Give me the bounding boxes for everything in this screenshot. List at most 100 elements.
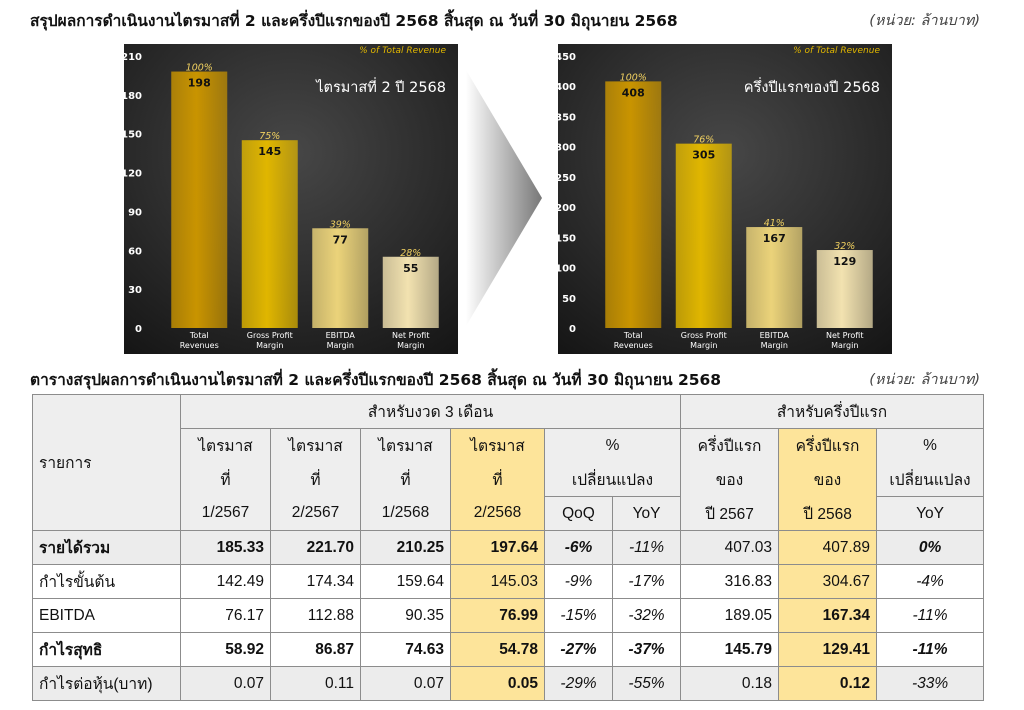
cell-q1-67: 142.49 xyxy=(180,564,271,599)
col-q1-68-l2: ที่ xyxy=(360,462,451,497)
y-tick-label: 180 xyxy=(124,91,142,102)
x-tick-label: Margin xyxy=(397,341,424,350)
col-h1-67-l3: ปี 2567 xyxy=(680,496,780,531)
y-tick-label: 150 xyxy=(558,233,576,244)
cell-q2-68: 145.03 xyxy=(450,564,545,599)
chart-title: ครึ่งปีแรกของปี 2568 xyxy=(744,77,880,96)
bar xyxy=(241,140,298,328)
data-label: 305 xyxy=(692,149,715,162)
cell-h-yoy: -4% xyxy=(876,564,985,599)
y-tick-label: 0 xyxy=(569,324,576,335)
x-tick-label: Revenues xyxy=(614,341,653,350)
col-q2-68-l2: ที่ xyxy=(450,462,545,497)
col-q1-67-l3: 1/2567 xyxy=(180,496,271,531)
x-tick-label: EBITDA xyxy=(326,331,356,340)
col-h1-68-l1: ครึ่งปีแรก xyxy=(778,428,878,463)
cell-h1-68: 129.41 xyxy=(778,632,878,667)
percent-label: 76% xyxy=(693,135,714,146)
group-quarter-header: สำหรับงวด 3 เดือน xyxy=(179,394,682,429)
cell-h1-68: 304.67 xyxy=(778,564,878,599)
row-label: กำไรต่อหุ้น(บาท) xyxy=(32,666,181,701)
cell-qoq: -29% xyxy=(544,666,613,701)
cell-h1-67: 407.03 xyxy=(680,530,780,565)
x-tick-label: Revenues xyxy=(180,341,219,350)
x-tick-label: Net Profit xyxy=(826,331,863,340)
data-label: 167 xyxy=(763,232,786,245)
col-q1-67-l1: ไตรมาส xyxy=(180,428,271,463)
y-tick-label: 0 xyxy=(135,324,142,335)
x-tick-label: Net Profit xyxy=(392,331,429,340)
bar xyxy=(312,228,369,328)
col-q2-67-l2: ที่ xyxy=(270,462,361,497)
col-pct-q-l1: % xyxy=(543,428,682,463)
cell-h1-67: 316.83 xyxy=(680,564,780,599)
cell-h1-67: 0.18 xyxy=(680,666,780,701)
table-row: กำไรต่อหุ้น(บาท) 0.07 0.11 0.07 0.05 -29… xyxy=(32,666,985,701)
y-tick-label: 60 xyxy=(128,246,142,257)
x-tick-label: Margin xyxy=(327,341,354,350)
col-q1-68-l1: ไตรมาส xyxy=(360,428,451,463)
cell-q2-68: 197.64 xyxy=(450,530,545,565)
x-tick-label: Margin xyxy=(831,341,858,350)
data-label: 145 xyxy=(258,145,281,158)
col-q2-68-l3: 2/2568 xyxy=(450,496,545,531)
col-q2-67-l1: ไตรมาส xyxy=(270,428,361,463)
arrow-icon xyxy=(466,70,542,326)
cell-qoq: -27% xyxy=(544,632,613,667)
cell-q1-68: 74.63 xyxy=(360,632,451,667)
summary-header: สรุปผลการดำเนินงานไตรมาสที่ 2 และครึ่งปี… xyxy=(0,8,1024,32)
x-tick-label: Total xyxy=(189,331,209,340)
cell-q1-67: 58.92 xyxy=(180,632,271,667)
x-tick-label: Margin xyxy=(761,341,788,350)
y-tick-label: 100 xyxy=(558,264,576,275)
col-q1-67-l2: ที่ xyxy=(180,462,271,497)
y-tick-label: 90 xyxy=(128,207,142,218)
cell-q1-68: 210.25 xyxy=(360,530,451,565)
table-row: กำไรขั้นต้น 142.49 174.34 159.64 145.03 … xyxy=(32,564,985,599)
percent-label: 28% xyxy=(400,248,421,259)
summary-table: รายการ สำหรับงวด 3 เดือน สำหรับครึ่งปีแร… xyxy=(32,394,985,701)
bar xyxy=(171,71,228,329)
row-label: EBITDA xyxy=(32,598,181,633)
cell-q2-68: 0.05 xyxy=(450,666,545,701)
summary-title: สรุปผลการดำเนินงานไตรมาสที่ 2 และครึ่งปี… xyxy=(30,12,678,30)
y-tick-label: 200 xyxy=(558,203,576,214)
chart-subtitle: % of Total Revenue xyxy=(793,46,880,56)
bar xyxy=(816,250,873,328)
cell-h1-68: 167.34 xyxy=(778,598,878,633)
bar xyxy=(382,256,439,328)
col-h-yoy: YoY xyxy=(876,496,985,531)
cell-qoq: -15% xyxy=(544,598,613,633)
cell-h1-67: 145.79 xyxy=(680,632,780,667)
cell-qoq: -6% xyxy=(544,530,613,565)
col-h1-68-l2: ของ xyxy=(778,462,878,497)
y-tick-label: 250 xyxy=(558,173,576,184)
chart-subtitle: % of Total Revenue xyxy=(359,46,446,56)
percent-label: 100% xyxy=(620,72,647,83)
col-q2-67-l3: 2/2567 xyxy=(270,496,361,531)
table-row: รายได้รวม 185.33 221.70 210.25 197.64 -6… xyxy=(32,530,985,565)
col-yoy: YoY xyxy=(611,496,682,531)
x-tick-label: Margin xyxy=(256,341,283,350)
bar xyxy=(675,143,732,328)
col-item-header: รายการ xyxy=(32,394,181,531)
col-pct-q-l2: เปลี่ยนแปลง xyxy=(543,462,682,497)
cell-q2-67: 86.87 xyxy=(270,632,361,667)
data-label: 198 xyxy=(188,77,211,90)
percent-label: 32% xyxy=(834,241,855,252)
y-tick-label: 120 xyxy=(124,169,142,180)
chart-q2-svg: 0 30 60 90 120 150 180 210 % of Total Revenue ไตร… xyxy=(124,44,458,354)
table-row: EBITDA 76.17 112.88 90.35 76.99 -15% -32… xyxy=(32,598,985,633)
summary-unit: (หน่วย: ล้านบาท) xyxy=(869,13,980,29)
cell-h-yoy: -33% xyxy=(876,666,985,701)
row-label: รายได้รวม xyxy=(32,530,181,565)
y-tick-label: 300 xyxy=(558,143,576,154)
chart-h1-svg: 0 50 100 150 200 250 300 350 400 450 % of Total Re… xyxy=(558,44,892,354)
y-tick-label: 30 xyxy=(128,285,142,296)
cell-q1-68: 0.07 xyxy=(360,666,451,701)
cell-q2-67: 174.34 xyxy=(270,564,361,599)
cell-q2-67: 0.11 xyxy=(270,666,361,701)
cell-yoy: -37% xyxy=(611,632,682,667)
row-label: กำไรสุทธิ xyxy=(32,632,181,667)
table-header: ตารางสรุปผลการดำเนินงานไตรมาสที่ 2 และคร… xyxy=(0,367,1024,391)
